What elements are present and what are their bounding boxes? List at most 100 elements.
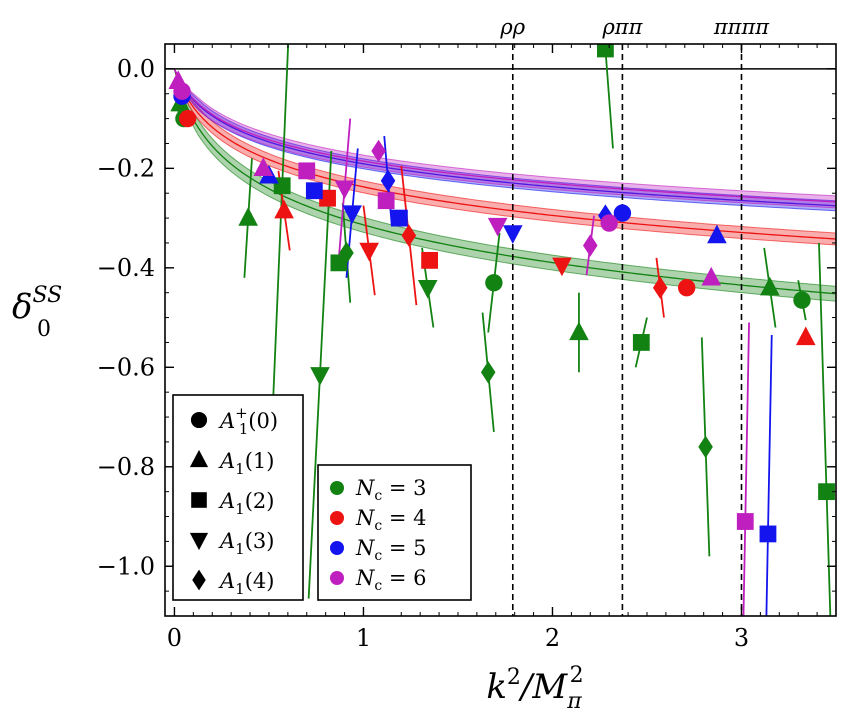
data-point-s0-p7 xyxy=(417,280,438,299)
data-point-s1-p0 xyxy=(179,109,197,128)
legend-marker-base: A xyxy=(218,409,235,433)
data-point-s0-p4 xyxy=(310,367,330,386)
data-point-s0-p15 xyxy=(793,291,811,309)
fit-line-3 xyxy=(173,68,836,203)
legend-series-dot-0 xyxy=(330,481,344,495)
legend-marker-base: A xyxy=(218,529,235,553)
data-point-s2-p5 xyxy=(390,209,408,227)
x-label-slash: /M xyxy=(518,667,568,707)
legend-series-sub: c xyxy=(374,578,382,594)
data-point-s2-p8 xyxy=(613,204,632,222)
data-point-s1-p6 xyxy=(552,257,572,277)
legend-series-label-0: Nc = 3 xyxy=(355,476,427,504)
plot-frame xyxy=(164,43,837,617)
legend-series-label-1: Nc = 4 xyxy=(355,506,427,534)
legend-series-value: = 6 xyxy=(382,566,426,590)
x-label-sup2: 2 xyxy=(570,663,584,688)
data-point-s3-p10 xyxy=(701,266,722,286)
y-tick-label-1: −0.2 xyxy=(97,154,155,182)
fit-line-0 xyxy=(173,68,836,295)
data-point-s1-p8 xyxy=(677,279,696,297)
error-bars xyxy=(177,44,832,616)
x-label-sub: π xyxy=(566,689,582,714)
legend-marker-label-1: A1(1) xyxy=(218,449,274,478)
legend-marker-label-2: A1(2) xyxy=(218,489,274,518)
legend-marker-arg: (0) xyxy=(248,409,278,433)
fit-line-2 xyxy=(173,68,836,207)
data-point-s3-p5 xyxy=(371,139,386,163)
data-point-s1-p1 xyxy=(274,199,294,219)
y-tick-label-4: −0.8 xyxy=(97,453,155,481)
legend-marker-sup: + xyxy=(235,404,248,422)
legend-marker-square xyxy=(191,492,207,508)
legend-marker-label-3: A1(3) xyxy=(218,529,274,558)
data-point-s3-p11 xyxy=(736,513,754,530)
legend-series-value: = 5 xyxy=(382,536,426,560)
error-bar-s0-p16 xyxy=(818,242,832,616)
y-label-sup: SS xyxy=(32,283,62,308)
data-point-s0-p8 xyxy=(485,274,503,292)
data-point-s0-p12 xyxy=(632,334,650,351)
x-axis-label: k2/Mπ2 xyxy=(486,663,583,714)
data-point-s3-p8 xyxy=(583,234,598,257)
legend-marker-label-0: A+ 1(0) xyxy=(218,404,278,438)
data-point-s1-p4 xyxy=(401,224,417,247)
x-label-sup: 2 xyxy=(507,665,521,690)
legend-marker-arg: (3) xyxy=(245,529,275,553)
data-point-s1-p7 xyxy=(652,276,668,299)
data-point-s0-p6 xyxy=(339,241,354,265)
x-tick-label-2: 2 xyxy=(545,624,560,652)
threshold-label-2: ππππ xyxy=(713,15,770,39)
legend-series-sub: c xyxy=(374,548,382,564)
legend-marker-diamond xyxy=(192,569,206,591)
data-point-s3-p2 xyxy=(253,157,274,177)
legend-marker-triangle-up xyxy=(189,449,209,468)
fit-band-3 xyxy=(173,68,836,209)
data-point-s0-p9 xyxy=(480,361,496,384)
threshold-label-1: ρππ xyxy=(601,15,643,39)
legend-marker-base: A xyxy=(218,569,235,593)
legend-marker-sub: 1 xyxy=(235,500,245,518)
legend-marker-base: A xyxy=(218,489,235,513)
data-point-s0-p2 xyxy=(238,207,258,226)
data-point-s3-p9 xyxy=(600,214,618,232)
marker-legend: A+ 1(0)A1(1)A1(2)A1(3)A1(4) xyxy=(172,394,304,601)
data-point-s2-p9 xyxy=(707,224,727,244)
data-point-s1-p9 xyxy=(795,326,816,346)
legend-series-sub: c xyxy=(374,518,382,534)
x-tick-label-0: 0 xyxy=(167,624,182,652)
data-point-s2-p6 xyxy=(502,225,523,244)
data-point-s0-p14 xyxy=(760,276,780,296)
legend-marker-sub: 1 xyxy=(235,540,245,558)
legend-marker-arg: (4) xyxy=(245,569,275,593)
legend-series-n: N xyxy=(355,476,375,500)
legend-series-dot-3 xyxy=(330,571,344,585)
y-tick-label-5: −1.0 xyxy=(97,552,155,580)
data-point-s2-p10 xyxy=(759,525,777,543)
legend-series-n: N xyxy=(355,506,375,530)
legend-marker-circle xyxy=(190,411,208,429)
data-point-s3-p3 xyxy=(298,162,316,180)
y-tick-label-0: 0.0 xyxy=(117,55,155,83)
y-label-sub: 0 xyxy=(37,317,51,342)
data-point-s3-p4 xyxy=(334,180,355,200)
legend-series-value: = 4 xyxy=(382,506,426,530)
legend-series-n: N xyxy=(355,536,375,560)
legend-series-label-2: Nc = 5 xyxy=(355,536,427,564)
legend-marker-base: A xyxy=(218,449,235,473)
data-point-s0-p3 xyxy=(273,177,291,195)
data-points xyxy=(168,44,835,543)
legend-marker-arg: (1) xyxy=(245,449,275,473)
legend-series-label-3: Nc = 6 xyxy=(355,566,427,594)
legend-series-value: = 3 xyxy=(382,476,426,500)
legend-marker-arg: (2) xyxy=(245,489,275,513)
y-label-base: δ xyxy=(12,287,32,327)
data-point-s3-p6 xyxy=(377,192,395,210)
fit-line-1 xyxy=(173,68,836,240)
legend-marker-sub: 1 xyxy=(239,420,249,438)
legend-series-dot-2 xyxy=(330,541,344,555)
legend-marker-triangle-down xyxy=(189,532,209,551)
data-point-s0-p16 xyxy=(818,483,835,501)
